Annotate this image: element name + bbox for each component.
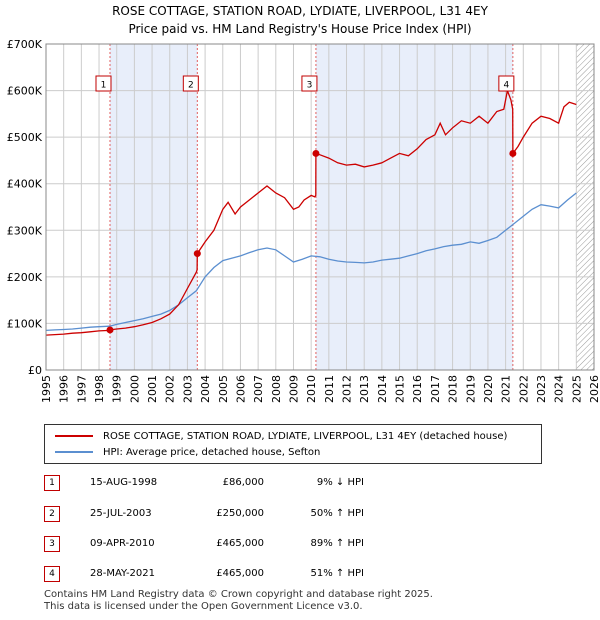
table-row: 2 25-JUL-2003 £250,000 50% ↑ HPI <box>44 506 464 524</box>
transaction-date: 09-APR-2010 <box>90 538 155 549</box>
transaction-price: £465,000 <box>216 568 264 579</box>
x-tick-label: 2004 <box>199 375 212 403</box>
transaction-date: 25-JUL-2003 <box>90 508 152 519</box>
x-tick-label: 2006 <box>234 375 247 403</box>
x-tick-label: 2021 <box>500 375 513 403</box>
y-tick-label: £500K <box>7 131 43 144</box>
x-tick-label: 2009 <box>287 375 300 403</box>
y-tick-label: £600K <box>7 85 43 98</box>
transaction-date: 28-MAY-2021 <box>90 568 156 579</box>
sale-point-3 <box>312 149 320 157</box>
x-tick-label: 2020 <box>482 375 495 403</box>
sale-label-3: 3 <box>307 81 313 91</box>
x-tick-label: 2026 <box>588 375 600 403</box>
sale-point-4 <box>509 149 517 157</box>
x-tick-label: 1998 <box>93 375 106 403</box>
forecast-hatch <box>576 44 594 370</box>
transaction-number: 3 <box>44 536 60 552</box>
x-tick-label: 1999 <box>111 375 124 403</box>
sale-label-box-2 <box>182 75 199 92</box>
chart-subtitle: Price paid vs. HM Land Registry's House … <box>128 22 472 36</box>
footer-credit: Contains HM Land Registry data © Crown c… <box>44 589 433 613</box>
x-tick-label: 2012 <box>341 375 354 403</box>
x-tick-label: 2000 <box>128 375 141 403</box>
x-tick-label: 2018 <box>447 375 460 403</box>
legend-item-hpi: HPI: Average price, detached house, Seft… <box>55 444 320 460</box>
x-tick-label: 2001 <box>146 375 159 403</box>
x-tick-label: 2022 <box>517 375 530 403</box>
x-tick-label: 2002 <box>164 375 177 403</box>
plot-frame <box>45 43 595 371</box>
sale-label-2: 2 <box>188 81 194 91</box>
x-tick-label: 2005 <box>217 375 230 403</box>
hpi-line <box>45 192 577 332</box>
x-tick-label: 2016 <box>411 375 424 403</box>
footer-copyright: Contains HM Land Registry data © Crown c… <box>44 589 433 600</box>
property-price-line <box>45 88 577 336</box>
shaded-span-1 <box>109 44 198 370</box>
y-tick-label: £700K <box>7 38 43 51</box>
x-tick-label: 2025 <box>570 375 583 403</box>
transaction-hpi-diff: 50% ↑ HPI <box>310 508 364 519</box>
y-tick-label: £100K <box>7 317 43 330</box>
x-tick-label: 2010 <box>305 375 318 403</box>
table-row: 1 15-AUG-1998 £86,000 9% ↓ HPI <box>44 475 464 493</box>
sale-label-4: 4 <box>503 81 509 91</box>
chart-title-line1: ROSE COTTAGE, STATION ROAD, LYDIATE, LIV… <box>112 4 488 18</box>
sale-label-box-3 <box>301 75 318 92</box>
table-row: 3 09-APR-2010 £465,000 89% ↑ HPI <box>44 536 464 554</box>
legend-label-hpi: HPI: Average price, detached house, Seft… <box>103 446 321 458</box>
transaction-date: 15-AUG-1998 <box>90 477 158 488</box>
transaction-hpi-diff: 9% ↓ HPI <box>316 477 364 488</box>
x-tick-label: 2014 <box>376 375 389 403</box>
chart-legend: ROSE COTTAGE, STATION ROAD, LYDIATE, LIV… <box>44 424 542 464</box>
y-tick-label: £200K <box>7 271 43 284</box>
table-row: 4 28-MAY-2021 £465,000 51% ↑ HPI <box>44 566 464 584</box>
legend-label-property: ROSE COTTAGE, STATION ROAD, LYDIATE, LIV… <box>103 430 508 442</box>
x-tick-label: 2023 <box>535 375 548 403</box>
x-tick-label: 2008 <box>270 375 283 403</box>
transaction-number: 2 <box>44 506 60 522</box>
transaction-price: £250,000 <box>216 508 264 519</box>
x-tick-label: 2019 <box>464 375 477 403</box>
legend-swatch-property <box>55 435 93 437</box>
x-tick-label: 2011 <box>323 375 336 403</box>
x-tick-label: 2007 <box>252 375 265 403</box>
x-tick-label: 1997 <box>75 375 88 403</box>
footer-licence: This data is licensed under the Open Gov… <box>44 601 363 612</box>
transaction-hpi-diff: 89% ↑ HPI <box>310 538 364 549</box>
sale-label-box-1 <box>95 75 112 92</box>
shaded-span-2 <box>315 44 513 370</box>
y-tick-label: £300K <box>7 224 43 237</box>
x-tick-label: 2013 <box>358 375 371 403</box>
legend-swatch-hpi <box>55 451 93 453</box>
sale-point-2 <box>193 250 201 258</box>
price-chart: 1 2 3 4 £0 £100K £200K £300K £400K £500K £600K £70… <box>7 38 600 403</box>
x-tick-label: 1995 <box>40 375 53 403</box>
sale-label-1: 1 <box>101 81 107 91</box>
x-tick-label: 1996 <box>58 375 71 403</box>
transaction-price: £86,000 <box>222 477 264 488</box>
transaction-hpi-diff: 51% ↑ HPI <box>310 568 364 579</box>
y-tick-label: £0 <box>28 364 42 377</box>
transaction-price: £465,000 <box>216 538 264 549</box>
y-tick-label: £400K <box>7 178 43 191</box>
transaction-number: 4 <box>44 566 60 582</box>
transaction-number: 1 <box>44 475 60 491</box>
x-tick-label: 2003 <box>181 375 194 403</box>
x-tick-label: 2024 <box>553 375 566 403</box>
sale-point-1 <box>106 326 114 334</box>
legend-item-property: ROSE COTTAGE, STATION ROAD, LYDIATE, LIV… <box>55 428 507 444</box>
x-tick-label: 2017 <box>429 375 442 403</box>
x-tick-label: 2015 <box>394 375 407 403</box>
sale-label-box-4 <box>498 75 515 92</box>
